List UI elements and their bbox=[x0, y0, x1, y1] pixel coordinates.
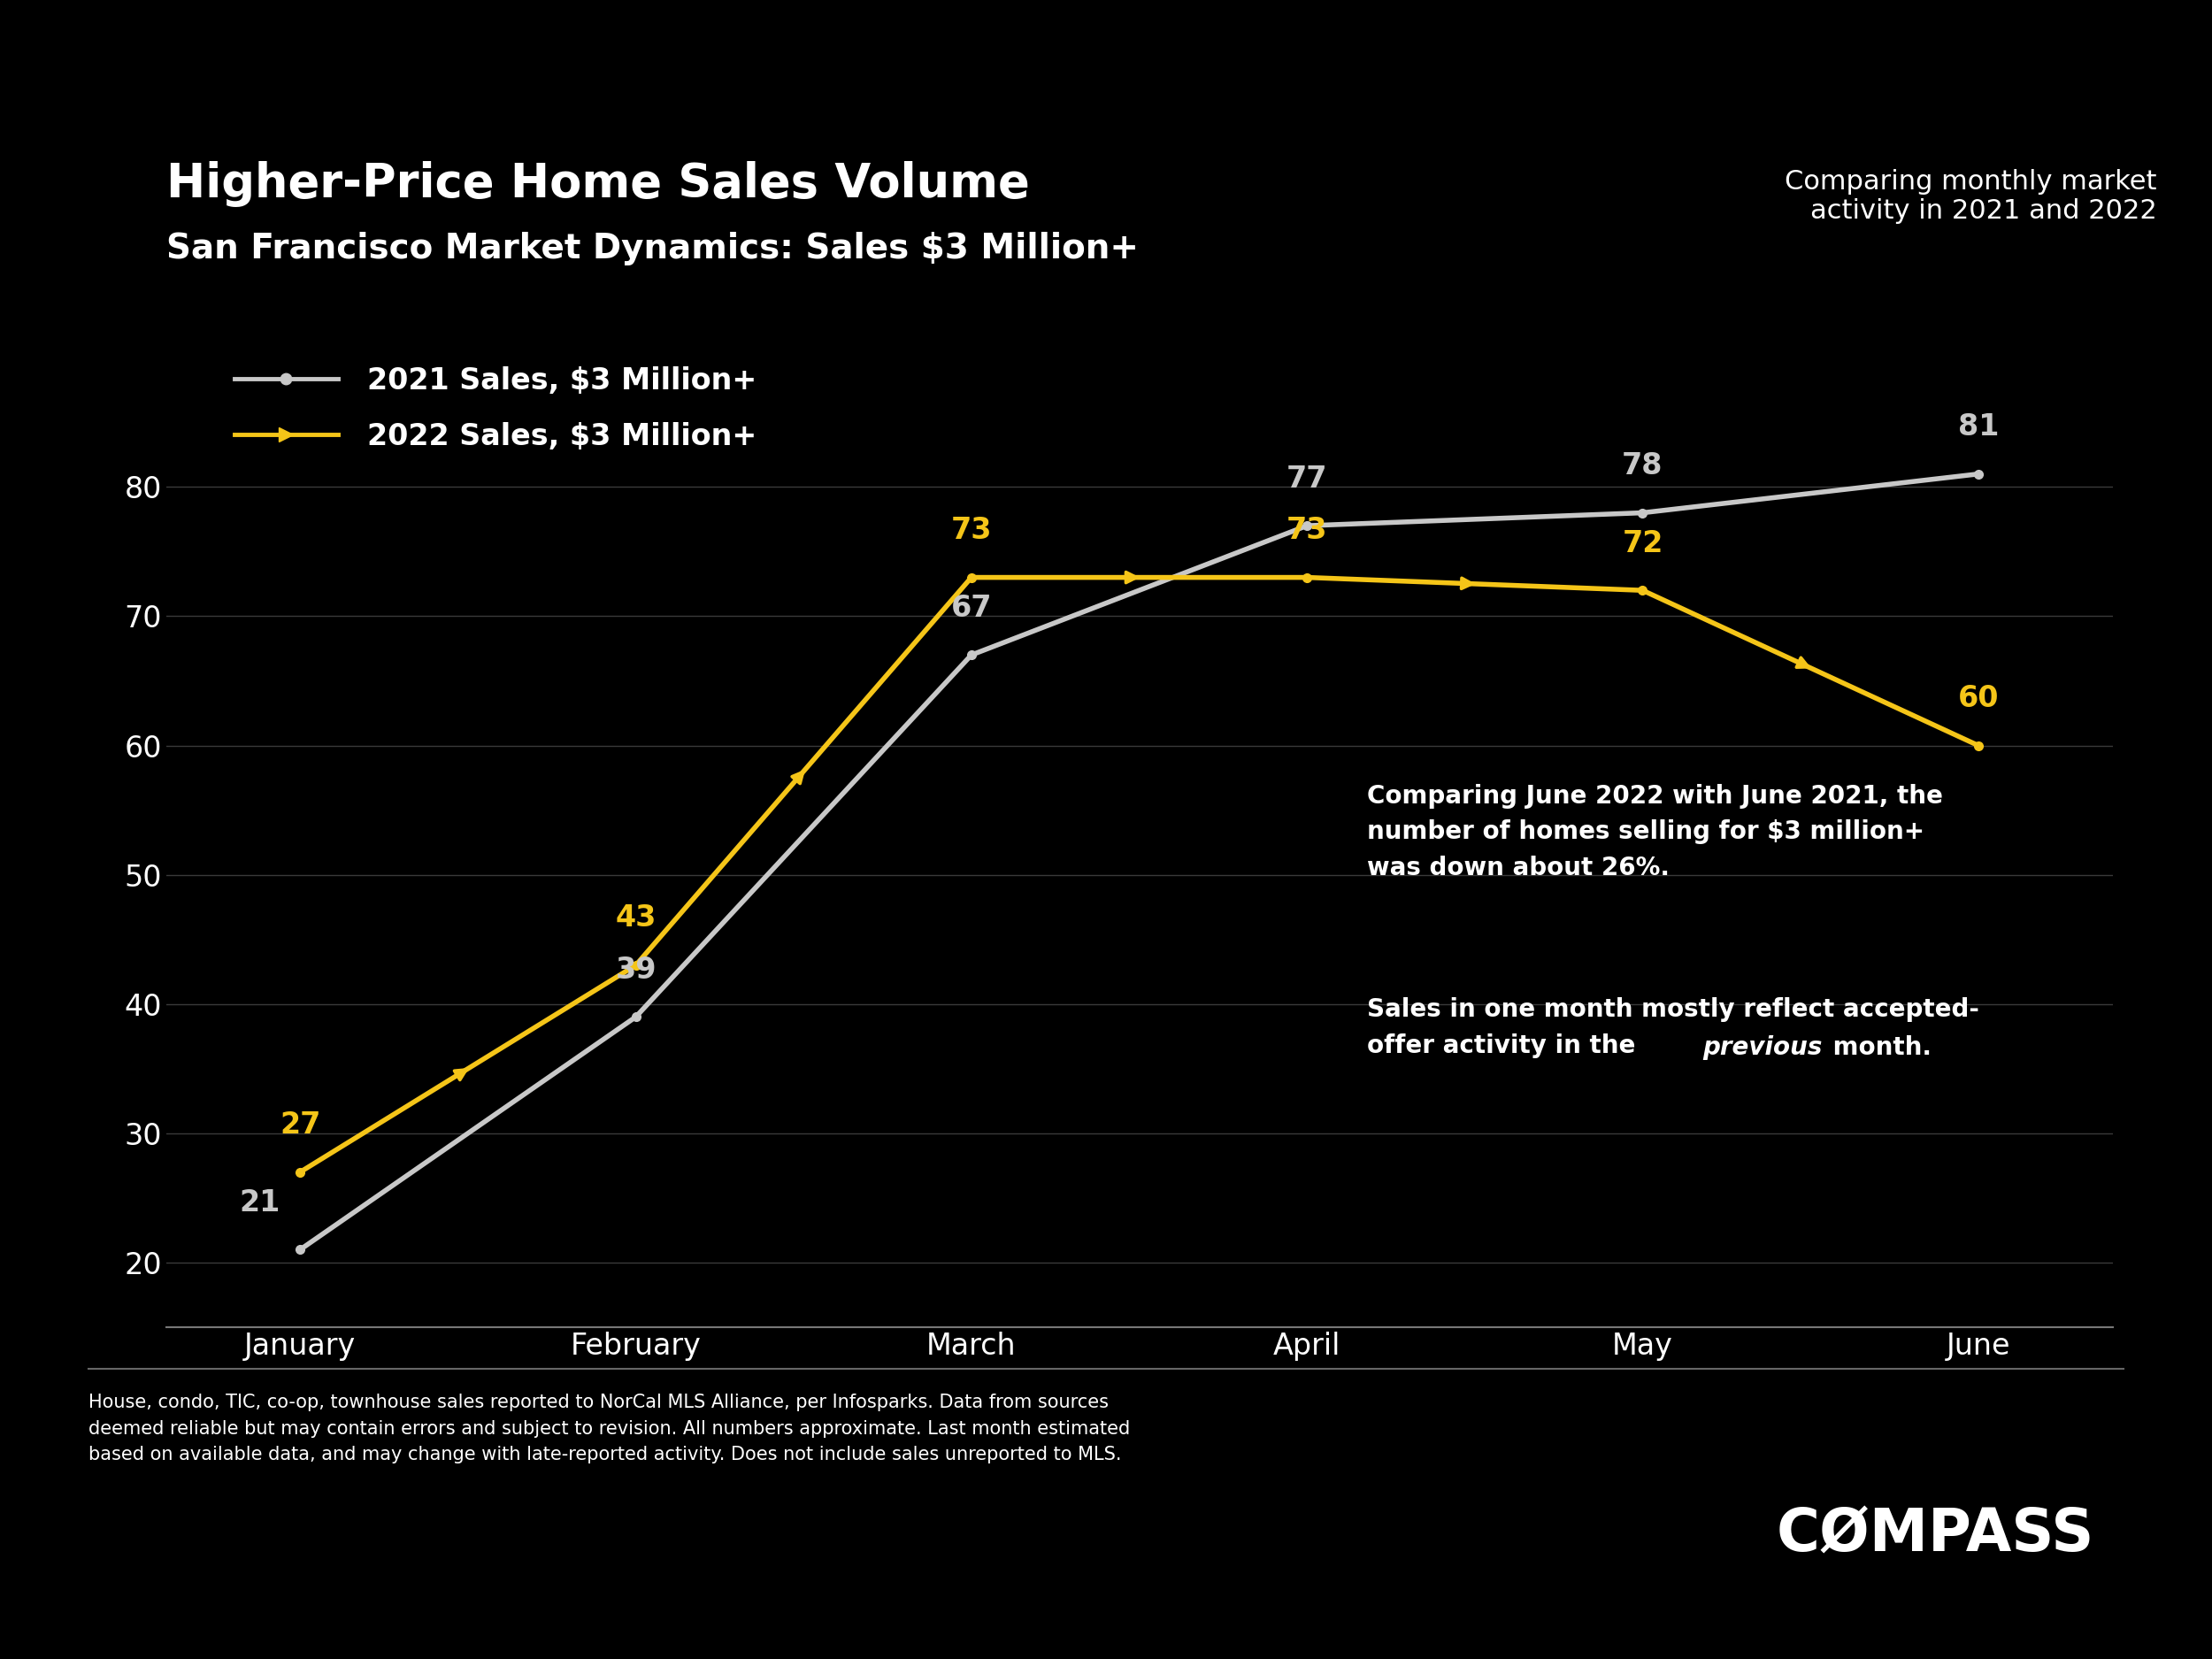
Text: Sales in one month mostly reflect accepted-
offer activity in the: Sales in one month mostly reflect accept… bbox=[1367, 997, 1980, 1058]
Text: 81: 81 bbox=[1958, 413, 2000, 441]
Text: 73: 73 bbox=[1287, 516, 1327, 546]
Text: San Francisco Market Dynamics: Sales $3 Million+: San Francisco Market Dynamics: Sales $3 … bbox=[166, 232, 1139, 265]
Text: 39: 39 bbox=[615, 956, 657, 985]
Text: 78: 78 bbox=[1621, 451, 1663, 481]
Text: Higher-Price Home Sales Volume: Higher-Price Home Sales Volume bbox=[166, 161, 1029, 207]
Text: 43: 43 bbox=[615, 904, 657, 932]
Text: previous: previous bbox=[1703, 1035, 1823, 1060]
Text: month.: month. bbox=[1825, 1035, 1931, 1060]
Text: Comparing June 2022 with June 2021, the
number of homes selling for $3 million+
: Comparing June 2022 with June 2021, the … bbox=[1367, 785, 1944, 879]
Text: Comparing monthly market
activity in 2021 and 2022: Comparing monthly market activity in 202… bbox=[1785, 169, 2157, 224]
Text: CØMPASS: CØMPASS bbox=[1776, 1505, 2095, 1564]
Text: 72: 72 bbox=[1621, 529, 1663, 557]
Text: 67: 67 bbox=[951, 594, 991, 622]
Legend: 2021 Sales, $3 Million+, 2022 Sales, $3 Million+: 2021 Sales, $3 Million+, 2022 Sales, $3 … bbox=[219, 352, 772, 466]
Text: 60: 60 bbox=[1958, 684, 2000, 713]
Text: 77: 77 bbox=[1287, 465, 1327, 493]
Text: 73: 73 bbox=[951, 516, 991, 546]
Text: 27: 27 bbox=[279, 1110, 321, 1140]
Text: House, condo, TIC, co-op, townhouse sales reported to NorCal MLS Alliance, per I: House, condo, TIC, co-op, townhouse sale… bbox=[88, 1394, 1130, 1463]
Text: 21: 21 bbox=[239, 1188, 281, 1218]
